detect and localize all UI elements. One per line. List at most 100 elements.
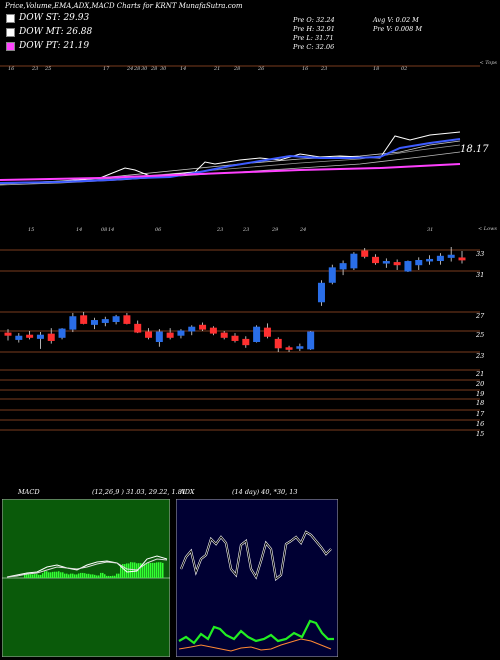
macd-signal-line (6, 558, 168, 578)
macd-histogram-bar (104, 574, 106, 578)
macd-histogram-bar (144, 563, 146, 578)
macd-histogram-bar (152, 562, 154, 578)
candle-body (101, 319, 109, 323)
candle-body (112, 316, 120, 322)
top-date-label: 25 (44, 66, 51, 72)
macd-histogram-bar (96, 575, 98, 578)
candle-body (350, 253, 358, 269)
candle (339, 260, 347, 276)
candle-body (15, 335, 23, 340)
macd-histogram-bar (80, 572, 82, 578)
macd-histogram-bar (110, 576, 112, 578)
candle-body (393, 262, 401, 266)
macd-histogram-bar (122, 564, 124, 578)
macd-histogram-bar (40, 574, 42, 578)
candle-body (242, 338, 250, 346)
candle-body (328, 267, 336, 283)
macd-histogram-bar (54, 571, 56, 578)
candle-body (177, 330, 185, 336)
macd-histogram-bar (98, 575, 100, 578)
candle (382, 258, 390, 268)
quote-close: Pre C: 32.06 (293, 43, 335, 51)
candle-body (36, 334, 44, 339)
macd-histogram-bar (150, 563, 152, 578)
candle (361, 248, 369, 259)
candle (15, 333, 23, 343)
top-date-label: 30 (141, 66, 148, 72)
candle-body (372, 256, 380, 264)
price-grid (0, 249, 480, 431)
candle-body (296, 346, 304, 349)
macd-histogram-bar (132, 562, 134, 578)
macd-histogram-bar (66, 573, 68, 578)
macd-histogram-bar (62, 572, 64, 578)
legend-swatch-pt (6, 41, 15, 51)
macd-histogram-bar (42, 573, 44, 578)
quote-high: Pre H: 32.91 (293, 25, 335, 33)
macd-histogram-bar (160, 562, 162, 578)
candle (112, 314, 120, 325)
top-date-label: 30 (160, 66, 167, 72)
macd-histogram-bar (106, 575, 108, 578)
candle (426, 255, 434, 265)
ema-lines (0, 131, 461, 186)
price-axis-label: 31 (476, 271, 484, 279)
top-date-label: 28 (133, 66, 140, 72)
adx-background (176, 499, 338, 657)
candle (36, 332, 44, 349)
macd-histogram-bar (88, 573, 90, 578)
candle (231, 333, 239, 343)
candle-body (145, 331, 153, 338)
candle (458, 250, 466, 264)
macd-histogram-bar (140, 563, 142, 578)
top-date-label: 21 (213, 66, 220, 72)
price-date-labels: 15 14 08 14 06 23 23 29 24 31 (28, 227, 433, 233)
candle (285, 345, 293, 352)
macd-histogram-bar (68, 574, 70, 578)
ema-blue-line (0, 138, 461, 184)
candle (263, 323, 271, 339)
macd-histogram-bar (34, 574, 36, 578)
candle (447, 247, 455, 262)
macd-histogram-bar (126, 563, 128, 578)
price-date-label: 29 (271, 227, 279, 233)
macd-histogram-bar (32, 574, 34, 578)
macd-histogram-bar (44, 571, 46, 578)
macd-histogram-bar (116, 573, 118, 578)
macd-histogram-bar (112, 575, 114, 578)
price-date-label: 23 (242, 227, 249, 233)
candle-body (26, 334, 34, 338)
adx-label: ADX (180, 488, 195, 496)
macd-histogram-bar (64, 573, 66, 578)
candle-body (199, 324, 207, 330)
legend-label-mt: DOW MT: 26.88 (19, 27, 93, 37)
candle (307, 331, 315, 350)
candle (328, 264, 336, 285)
price-date-label: 08 (101, 227, 107, 233)
top-date-label: 28 (150, 66, 157, 72)
quote-pre-volume: Pre V: 0.008 M (373, 25, 423, 33)
macd-histogram-bar (114, 575, 116, 578)
candle-body (220, 332, 228, 338)
candle (26, 331, 34, 340)
top-date-label: 28 (233, 66, 240, 72)
main-chart: < Tops 16 23 25 17 24 28 30 28 30 14 21 28 26 16 23 18 0… (0, 60, 497, 438)
candle-body (426, 258, 434, 262)
price-axis-label: 20 (475, 380, 484, 388)
candle-body (188, 326, 196, 332)
price-axis-label: 25 (475, 331, 484, 339)
candle (220, 331, 228, 340)
macd-histogram-bar (36, 574, 38, 578)
candle-body (155, 331, 163, 342)
macd-histogram-bar (146, 563, 148, 578)
top-date-label: 24 (126, 66, 133, 72)
legend-swatch-st (6, 13, 15, 23)
macd-histogram-bar (128, 563, 130, 578)
macd-histogram-bar (92, 574, 94, 578)
candle (90, 317, 98, 330)
top-panel: < Tops 16 23 25 17 24 28 30 28 30 14 21 28 26 16 23 18 0… (0, 60, 497, 186)
candle (209, 326, 217, 336)
macd-histogram-bar (50, 572, 52, 578)
macd-histogram-bar (120, 566, 122, 578)
ema-pink-line (0, 163, 461, 181)
